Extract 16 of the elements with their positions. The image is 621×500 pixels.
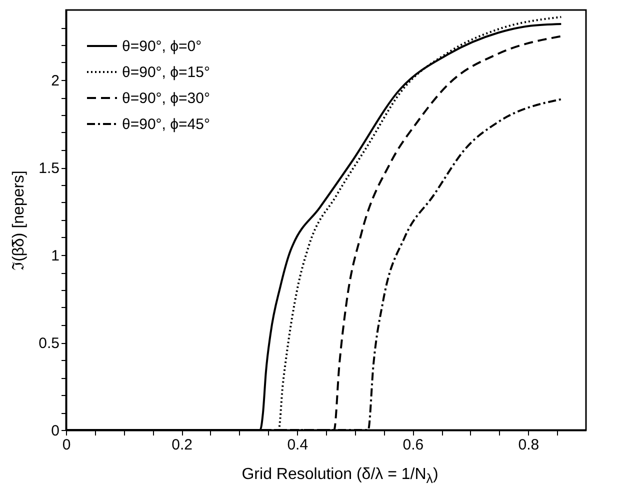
y-tick-label: 0.5 xyxy=(38,335,60,352)
x-tick-label: 0.6 xyxy=(402,436,424,454)
x-axis-title: Grid Resolution (δ/λ = 1/N$_{λ}$) xyxy=(240,466,440,486)
y-tick-label: 2 xyxy=(51,72,60,90)
legend-label: θ=90°, ϕ=15° xyxy=(122,64,210,81)
text: 0.2 xyxy=(172,436,192,454)
y-axis-title: ℑ(β̃δ) [nepers] xyxy=(10,170,28,271)
x-tick-label: 0 xyxy=(62,436,71,454)
legend-label: θ=90°, ϕ=0° xyxy=(122,38,202,55)
x-tick-label: 0.8 xyxy=(518,436,540,454)
y-tick-label: 1.5 xyxy=(38,160,60,177)
y-tick-label: 1 xyxy=(51,248,60,264)
y-tick-label: 0 xyxy=(51,422,60,440)
x-tick-label: 0.4 xyxy=(287,436,308,454)
legend-label: θ=90°, ϕ=45° xyxy=(122,116,210,133)
legend-label: θ=90°, ϕ=30° xyxy=(122,90,210,107)
